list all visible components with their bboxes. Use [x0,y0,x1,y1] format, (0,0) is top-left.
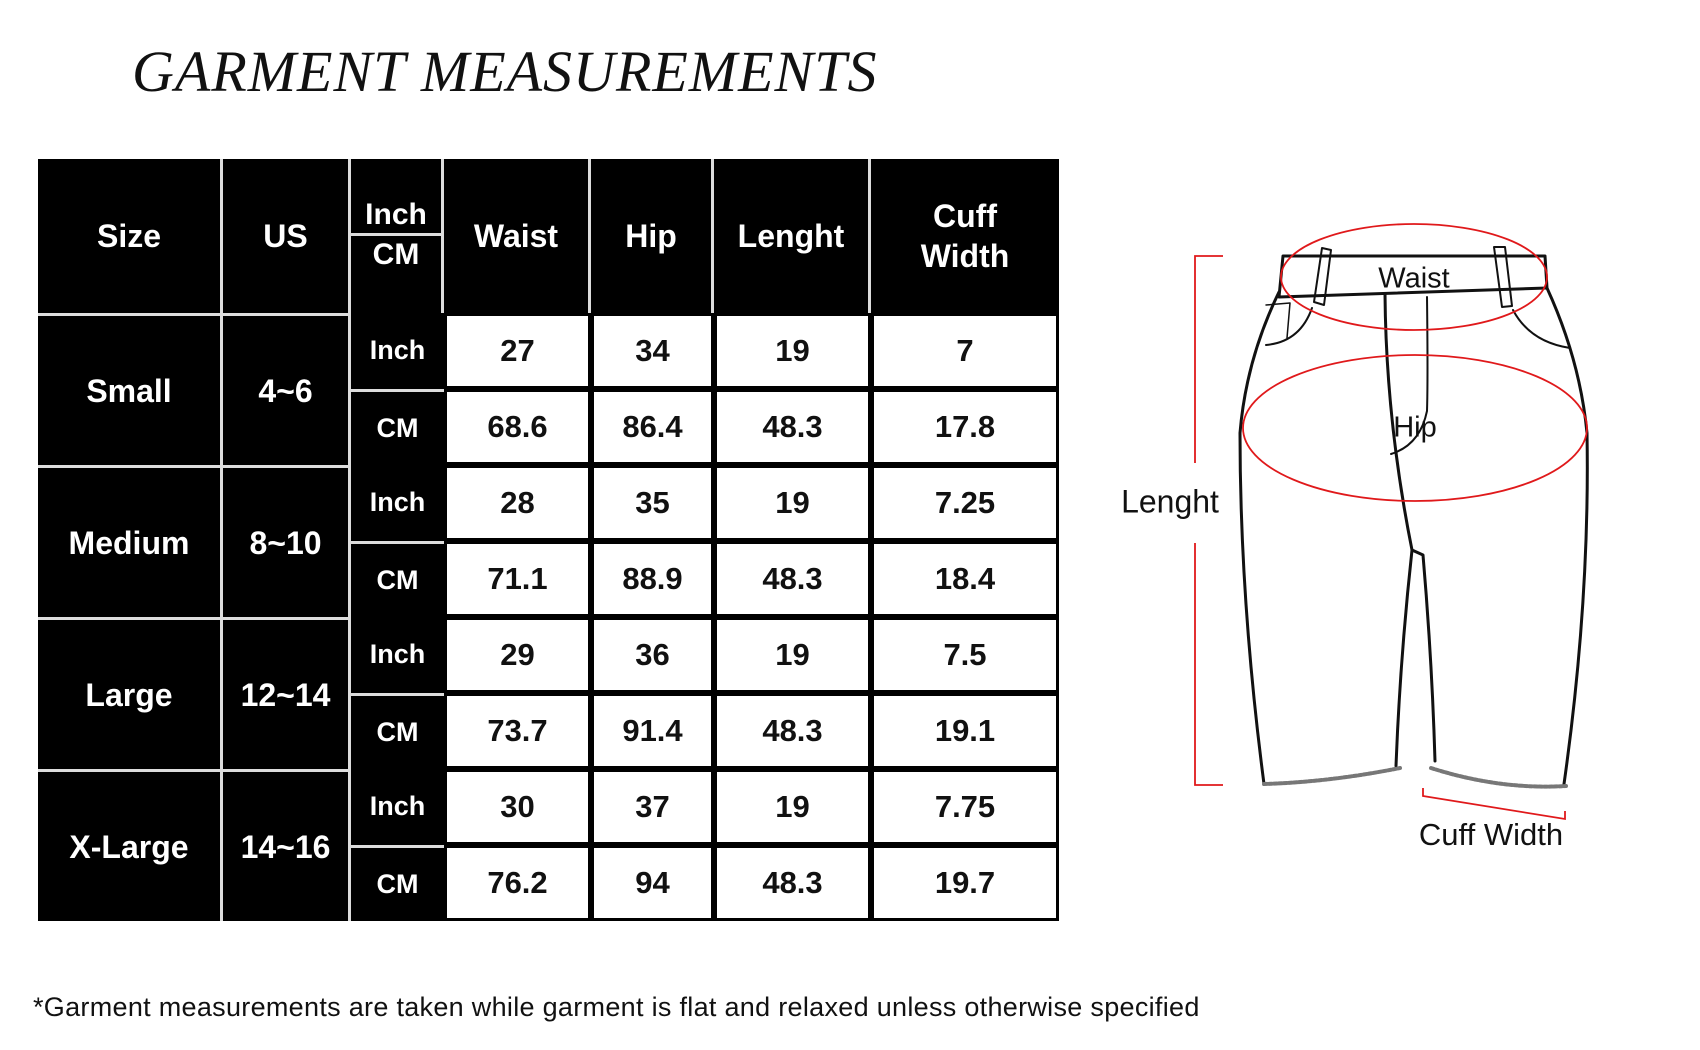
size-cell: Medium [38,465,223,617]
hip-value: 88.9 [591,541,714,617]
waist-label: Waist [1378,262,1450,295]
waist-value: 29 [444,617,591,693]
length-value: 19 [714,313,871,389]
length-value: 48.3 [714,541,871,617]
unit-cell: Inch [351,313,444,389]
size-cell: Large [38,617,223,769]
hip-value: 91.4 [591,693,714,769]
cuff-width-bracket [1422,788,1566,821]
size-cell: Small [38,313,223,465]
length-value: 48.3 [714,389,871,465]
cuff-width-value: 7 [871,313,1059,389]
measure-markers [1194,223,1588,821]
footnote: *Garment measurements are taken while ga… [33,992,1200,1022]
length-value: 19 [714,617,871,693]
length-value: 48.3 [714,693,871,769]
waist-value: 27 [444,313,591,389]
unit-cell: Inch [351,465,444,541]
unit-cell: Inch [351,617,444,693]
header-length: Lenght [714,159,871,313]
cuff-width-value: 7.5 [871,617,1059,693]
header-cuff-width: Cuff Width [871,159,1059,313]
length-value: 48.3 [714,845,871,921]
cuff-width-value: 17.8 [871,389,1059,465]
hip-value: 36 [591,617,714,693]
unit-cell: CM [351,845,444,921]
us-size-cell: 14~16 [223,769,351,921]
header-hip: Hip [591,159,714,313]
header-unit-inch: Inch [351,159,444,236]
hip-ellipse [1242,354,1588,502]
cuff-width-value: 19.1 [871,693,1059,769]
length-value: 19 [714,769,871,845]
cuff-width-value: 7.75 [871,769,1059,845]
waist-value: 28 [444,465,591,541]
waist-ellipse [1280,223,1548,331]
hip-value: 37 [591,769,714,845]
hip-value: 94 [591,845,714,921]
hip-value: 35 [591,465,714,541]
page-title: GARMENT MEASUREMENTS [132,39,878,104]
cuff-width-label: Cuff Width [1418,817,1564,852]
shorts-outline [1238,246,1589,789]
us-size-cell: 4~6 [223,313,351,465]
header-us: US [223,159,351,313]
waist-value: 30 [444,769,591,845]
length-bracket [1194,255,1223,786]
header-size: Size [38,159,223,313]
hip-value: 34 [591,313,714,389]
size-chart-table: Size US Inch CM Waist Hip Lenght Cuff Width Smal… [38,159,1059,921]
hip-label: Hip [1393,411,1437,444]
unit-cell: CM [351,693,444,769]
waist-value: 73.7 [444,693,591,769]
waist-value: 71.1 [444,541,591,617]
length-label: Lenght [1121,483,1219,520]
length-value: 19 [714,465,871,541]
unit-cell: CM [351,389,444,465]
hip-value: 86.4 [591,389,714,465]
unit-cell: Inch [351,769,444,845]
cuff-width-value: 18.4 [871,541,1059,617]
cuff-width-value: 19.7 [871,845,1059,921]
us-size-cell: 12~14 [223,617,351,769]
unit-cell: CM [351,541,444,617]
us-size-cell: 8~10 [223,465,351,617]
header-unit-cm: CM [351,236,444,313]
cuff-width-value: 7.25 [871,465,1059,541]
size-cell: X-Large [38,769,223,921]
waist-value: 76.2 [444,845,591,921]
header-waist: Waist [444,159,591,313]
waist-value: 68.6 [444,389,591,465]
